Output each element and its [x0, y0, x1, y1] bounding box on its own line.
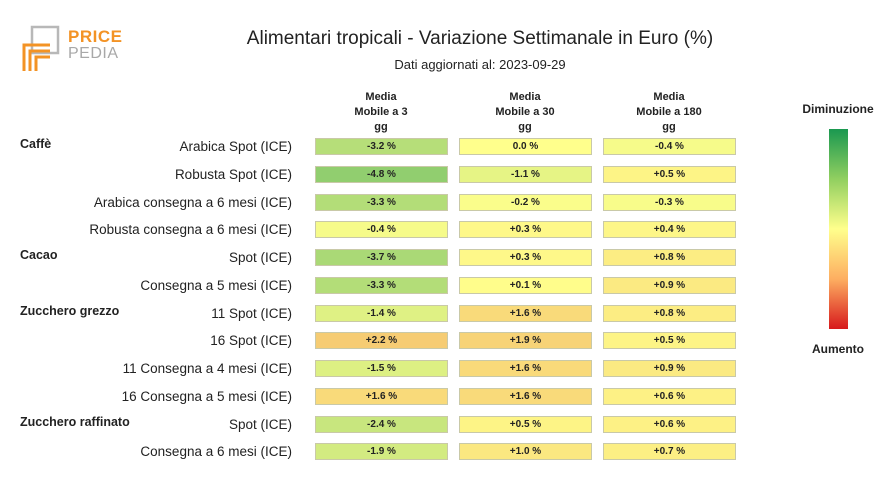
data-cell: +1.6 % [315, 387, 448, 405]
data-cell: +0.5 % [459, 415, 592, 433]
logo-mark-icon [22, 25, 60, 71]
column-header-line: Media [365, 91, 397, 103]
data-cell: -3.2 % [315, 138, 448, 155]
row-label: Consegna a 6 mesi (ICE) [140, 444, 292, 460]
data-cell: +1.6 % [459, 387, 592, 405]
data-cell: +0.6 % [603, 387, 736, 405]
column-header-line: Mobile a 30 [495, 106, 555, 118]
row-label: 11 Spot (ICE) [211, 305, 292, 321]
data-cell: -3.3 % [315, 276, 448, 294]
column-header-line: gg [662, 121, 676, 133]
data-cell: +0.6 % [603, 415, 736, 433]
chart-subtitle: Dati aggiornati al: 2023-09-29 [394, 57, 566, 72]
data-cell: +0.8 % [603, 304, 736, 322]
group-label: Zucchero grezzo [20, 303, 120, 318]
logo-text-price: PRICE [68, 27, 123, 46]
row-label: Consegna a 5 mesi (ICE) [140, 277, 292, 293]
data-cell: -2.4 % [315, 415, 448, 433]
data-cell: -0.2 % [459, 193, 592, 211]
pricepedia-logo: PRICE PEDIA [20, 25, 130, 73]
data-cell: 0.0 % [459, 138, 592, 155]
group-label: Caffè [20, 137, 52, 151]
column-header-line: Media [509, 91, 541, 103]
data-cell: +0.9 % [603, 360, 736, 377]
legend-top-label: Diminuzione [802, 102, 874, 116]
data-cell: -1.9 % [315, 443, 448, 461]
chart-title: Alimentari tropicali - Variazione Settim… [246, 28, 714, 49]
group-label: Zucchero raffinato [20, 414, 130, 429]
column-header: Media Mobile a 180 gg [601, 90, 737, 135]
column-header-line: Media [653, 91, 685, 103]
row-label: Spot (ICE) [228, 416, 292, 432]
data-cell: -0.4 % [603, 138, 736, 155]
row-label: Robusta Spot (ICE) [174, 166, 292, 182]
data-cell: -3.3 % [315, 193, 448, 211]
row-label: Arabica Spot (ICE) [179, 139, 292, 154]
row-label: Robusta consegna a 6 mesi (ICE) [89, 222, 292, 238]
data-cell: +0.5 % [603, 165, 736, 183]
data-cell: +0.3 % [459, 249, 592, 266]
data-cell: -3.7 % [315, 249, 448, 266]
data-cell: -1.4 % [315, 304, 448, 322]
row-label: 11 Consegna a 4 mesi (ICE) [122, 361, 292, 376]
data-cell: +0.3 % [459, 221, 592, 239]
data-cell: +0.9 % [603, 276, 736, 294]
column-header-line: Mobile a 180 [636, 106, 702, 118]
data-cell: -0.4 % [315, 221, 448, 239]
data-cell: +1.0 % [459, 443, 592, 461]
data-cell: +0.4 % [603, 221, 736, 239]
column-header-line: gg [518, 121, 532, 133]
data-cell: -1.5 % [315, 360, 448, 377]
group-label: Cacao [20, 248, 58, 262]
data-cell: +0.5 % [603, 332, 736, 350]
row-label: Arabica consegna a 6 mesi (ICE) [93, 194, 292, 210]
column-header-line: Mobile a 3 [354, 106, 408, 118]
row-label: 16 Consegna a 5 mesi (ICE) [121, 388, 292, 404]
row-label: 16 Spot (ICE) [210, 333, 292, 349]
data-cell: -0.3 % [603, 193, 736, 211]
data-cell: +0.1 % [459, 276, 592, 294]
legend-bottom-label: Aumento [812, 342, 864, 356]
data-cell: +1.6 % [459, 304, 592, 322]
data-cell: +0.8 % [603, 249, 736, 266]
logo-text-pedia: PEDIA [68, 45, 119, 62]
column-header: Media Mobile a 3 gg [313, 90, 449, 135]
data-cell: +2.2 % [315, 332, 448, 350]
data-cell: -1.1 % [459, 165, 592, 183]
data-cell: +0.7 % [603, 443, 736, 461]
row-label: Spot (ICE) [228, 250, 292, 265]
data-cell: +1.9 % [459, 332, 592, 350]
data-cell: +1.6 % [459, 360, 592, 377]
column-header-line: gg [374, 121, 388, 133]
legend-color-scale [829, 129, 848, 329]
data-cell: -4.8 % [315, 165, 448, 183]
column-header: Media Mobile a 30 gg [457, 90, 593, 135]
